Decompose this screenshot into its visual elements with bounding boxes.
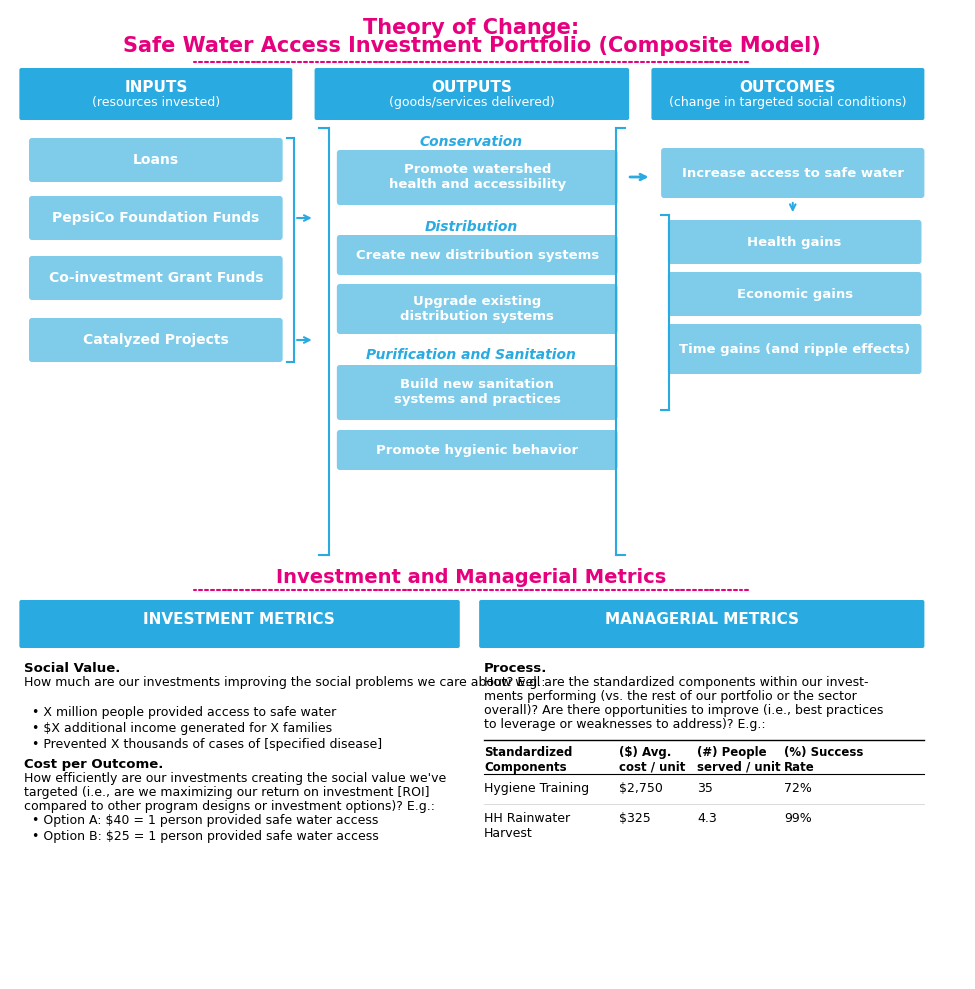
Text: • Option B: $25 = 1 person provided safe water access: • Option B: $25 = 1 person provided safe… bbox=[32, 830, 378, 843]
Text: (%) Success
Rate: (%) Success Rate bbox=[784, 746, 864, 774]
Text: • X million people provided access to safe water: • X million people provided access to sa… bbox=[32, 706, 336, 719]
Text: (change in targeted social conditions): (change in targeted social conditions) bbox=[669, 96, 907, 109]
FancyBboxPatch shape bbox=[661, 148, 924, 198]
Text: Purification and Sanitation: Purification and Sanitation bbox=[367, 348, 576, 362]
Text: Safe Water Access Investment Portfolio (Composite Model): Safe Water Access Investment Portfolio (… bbox=[123, 36, 820, 56]
Text: How efficiently are our investments creating the social value we've: How efficiently are our investments crea… bbox=[24, 772, 447, 785]
Text: Cost per Outcome.: Cost per Outcome. bbox=[24, 758, 164, 771]
Text: HH Rainwater
Harvest: HH Rainwater Harvest bbox=[484, 812, 570, 840]
FancyBboxPatch shape bbox=[668, 220, 921, 264]
Text: Process.: Process. bbox=[484, 662, 547, 675]
Text: 4.3: 4.3 bbox=[697, 812, 717, 825]
Text: Promote watershed
health and accessibility: Promote watershed health and accessibili… bbox=[389, 163, 566, 191]
FancyBboxPatch shape bbox=[29, 318, 283, 362]
Text: Increase access to safe water: Increase access to safe water bbox=[682, 166, 904, 179]
FancyBboxPatch shape bbox=[668, 324, 921, 374]
Text: MANAGERIAL METRICS: MANAGERIAL METRICS bbox=[604, 612, 799, 627]
FancyBboxPatch shape bbox=[651, 68, 924, 120]
Text: Social Value.: Social Value. bbox=[24, 662, 121, 675]
Text: How much are our investments improving the social problems we care about? E.g.:: How much are our investments improving t… bbox=[24, 676, 546, 689]
Text: Theory of Change:: Theory of Change: bbox=[364, 18, 579, 38]
FancyBboxPatch shape bbox=[336, 284, 617, 334]
Text: INPUTS: INPUTS bbox=[124, 80, 187, 95]
Text: Economic gains: Economic gains bbox=[737, 288, 853, 301]
Text: 35: 35 bbox=[697, 782, 713, 795]
FancyBboxPatch shape bbox=[20, 68, 292, 120]
Text: Conservation: Conservation bbox=[420, 135, 523, 149]
Text: Promote hygienic behavior: Promote hygienic behavior bbox=[376, 443, 578, 457]
FancyBboxPatch shape bbox=[336, 365, 617, 420]
Text: compared to other program designs or investment options)? E.g.:: compared to other program designs or inv… bbox=[24, 800, 435, 813]
Text: PepsiCo Foundation Funds: PepsiCo Foundation Funds bbox=[53, 211, 259, 225]
Text: $2,750: $2,750 bbox=[619, 782, 663, 795]
Text: Investment and Managerial Metrics: Investment and Managerial Metrics bbox=[276, 568, 667, 587]
Text: OUTPUTS: OUTPUTS bbox=[431, 80, 512, 95]
FancyBboxPatch shape bbox=[29, 196, 283, 240]
Text: Create new distribution systems: Create new distribution systems bbox=[356, 248, 599, 261]
FancyBboxPatch shape bbox=[29, 256, 283, 300]
Text: OUTCOMES: OUTCOMES bbox=[740, 80, 837, 95]
Text: (#) People
served / unit: (#) People served / unit bbox=[697, 746, 781, 774]
Text: Hygiene Training: Hygiene Training bbox=[484, 782, 589, 795]
Text: • Prevented X thousands of cases of [specified disease]: • Prevented X thousands of cases of [spe… bbox=[32, 738, 382, 751]
Text: ($) Avg.
cost / unit: ($) Avg. cost / unit bbox=[619, 746, 685, 774]
FancyBboxPatch shape bbox=[336, 235, 617, 275]
Text: Loans: Loans bbox=[133, 153, 178, 167]
Text: 72%: 72% bbox=[784, 782, 812, 795]
FancyBboxPatch shape bbox=[336, 150, 617, 205]
Text: Distribution: Distribution bbox=[425, 220, 518, 234]
FancyBboxPatch shape bbox=[315, 68, 629, 120]
FancyBboxPatch shape bbox=[20, 600, 460, 648]
FancyBboxPatch shape bbox=[668, 272, 921, 316]
Text: $325: $325 bbox=[619, 812, 651, 825]
Text: • Option A: $40 = 1 person provided safe water access: • Option A: $40 = 1 person provided safe… bbox=[32, 814, 378, 827]
Text: INVESTMENT METRICS: INVESTMENT METRICS bbox=[143, 612, 335, 627]
Text: How well are the standardized components within our invest-: How well are the standardized components… bbox=[484, 676, 869, 689]
Text: overall)? Are there opportunities to improve (i.e., best practices: overall)? Are there opportunities to imp… bbox=[484, 704, 883, 717]
Text: Time gains (and ripple effects): Time gains (and ripple effects) bbox=[680, 342, 911, 355]
Text: targeted (i.e., are we maximizing our return on investment [ROI]: targeted (i.e., are we maximizing our re… bbox=[24, 786, 430, 799]
FancyBboxPatch shape bbox=[479, 600, 924, 648]
Text: (goods/services delivered): (goods/services delivered) bbox=[388, 96, 554, 109]
Text: Standardized
Components: Standardized Components bbox=[484, 746, 572, 774]
Text: ments performing (vs. the rest of our portfolio or the sector: ments performing (vs. the rest of our po… bbox=[484, 690, 857, 703]
Text: 99%: 99% bbox=[784, 812, 812, 825]
FancyBboxPatch shape bbox=[336, 430, 617, 470]
Text: Build new sanitation
systems and practices: Build new sanitation systems and practic… bbox=[394, 378, 561, 406]
Text: Catalyzed Projects: Catalyzed Projects bbox=[83, 333, 229, 347]
Text: Co-investment Grant Funds: Co-investment Grant Funds bbox=[49, 271, 263, 285]
Text: Health gains: Health gains bbox=[748, 235, 841, 248]
Text: (resources invested): (resources invested) bbox=[92, 96, 220, 109]
FancyBboxPatch shape bbox=[29, 138, 283, 182]
Text: to leverage or weaknesses to address)? E.g.:: to leverage or weaknesses to address)? E… bbox=[484, 718, 765, 731]
Text: • $X additional income generated for X families: • $X additional income generated for X f… bbox=[32, 722, 332, 735]
Text: Upgrade existing
distribution systems: Upgrade existing distribution systems bbox=[401, 295, 554, 323]
